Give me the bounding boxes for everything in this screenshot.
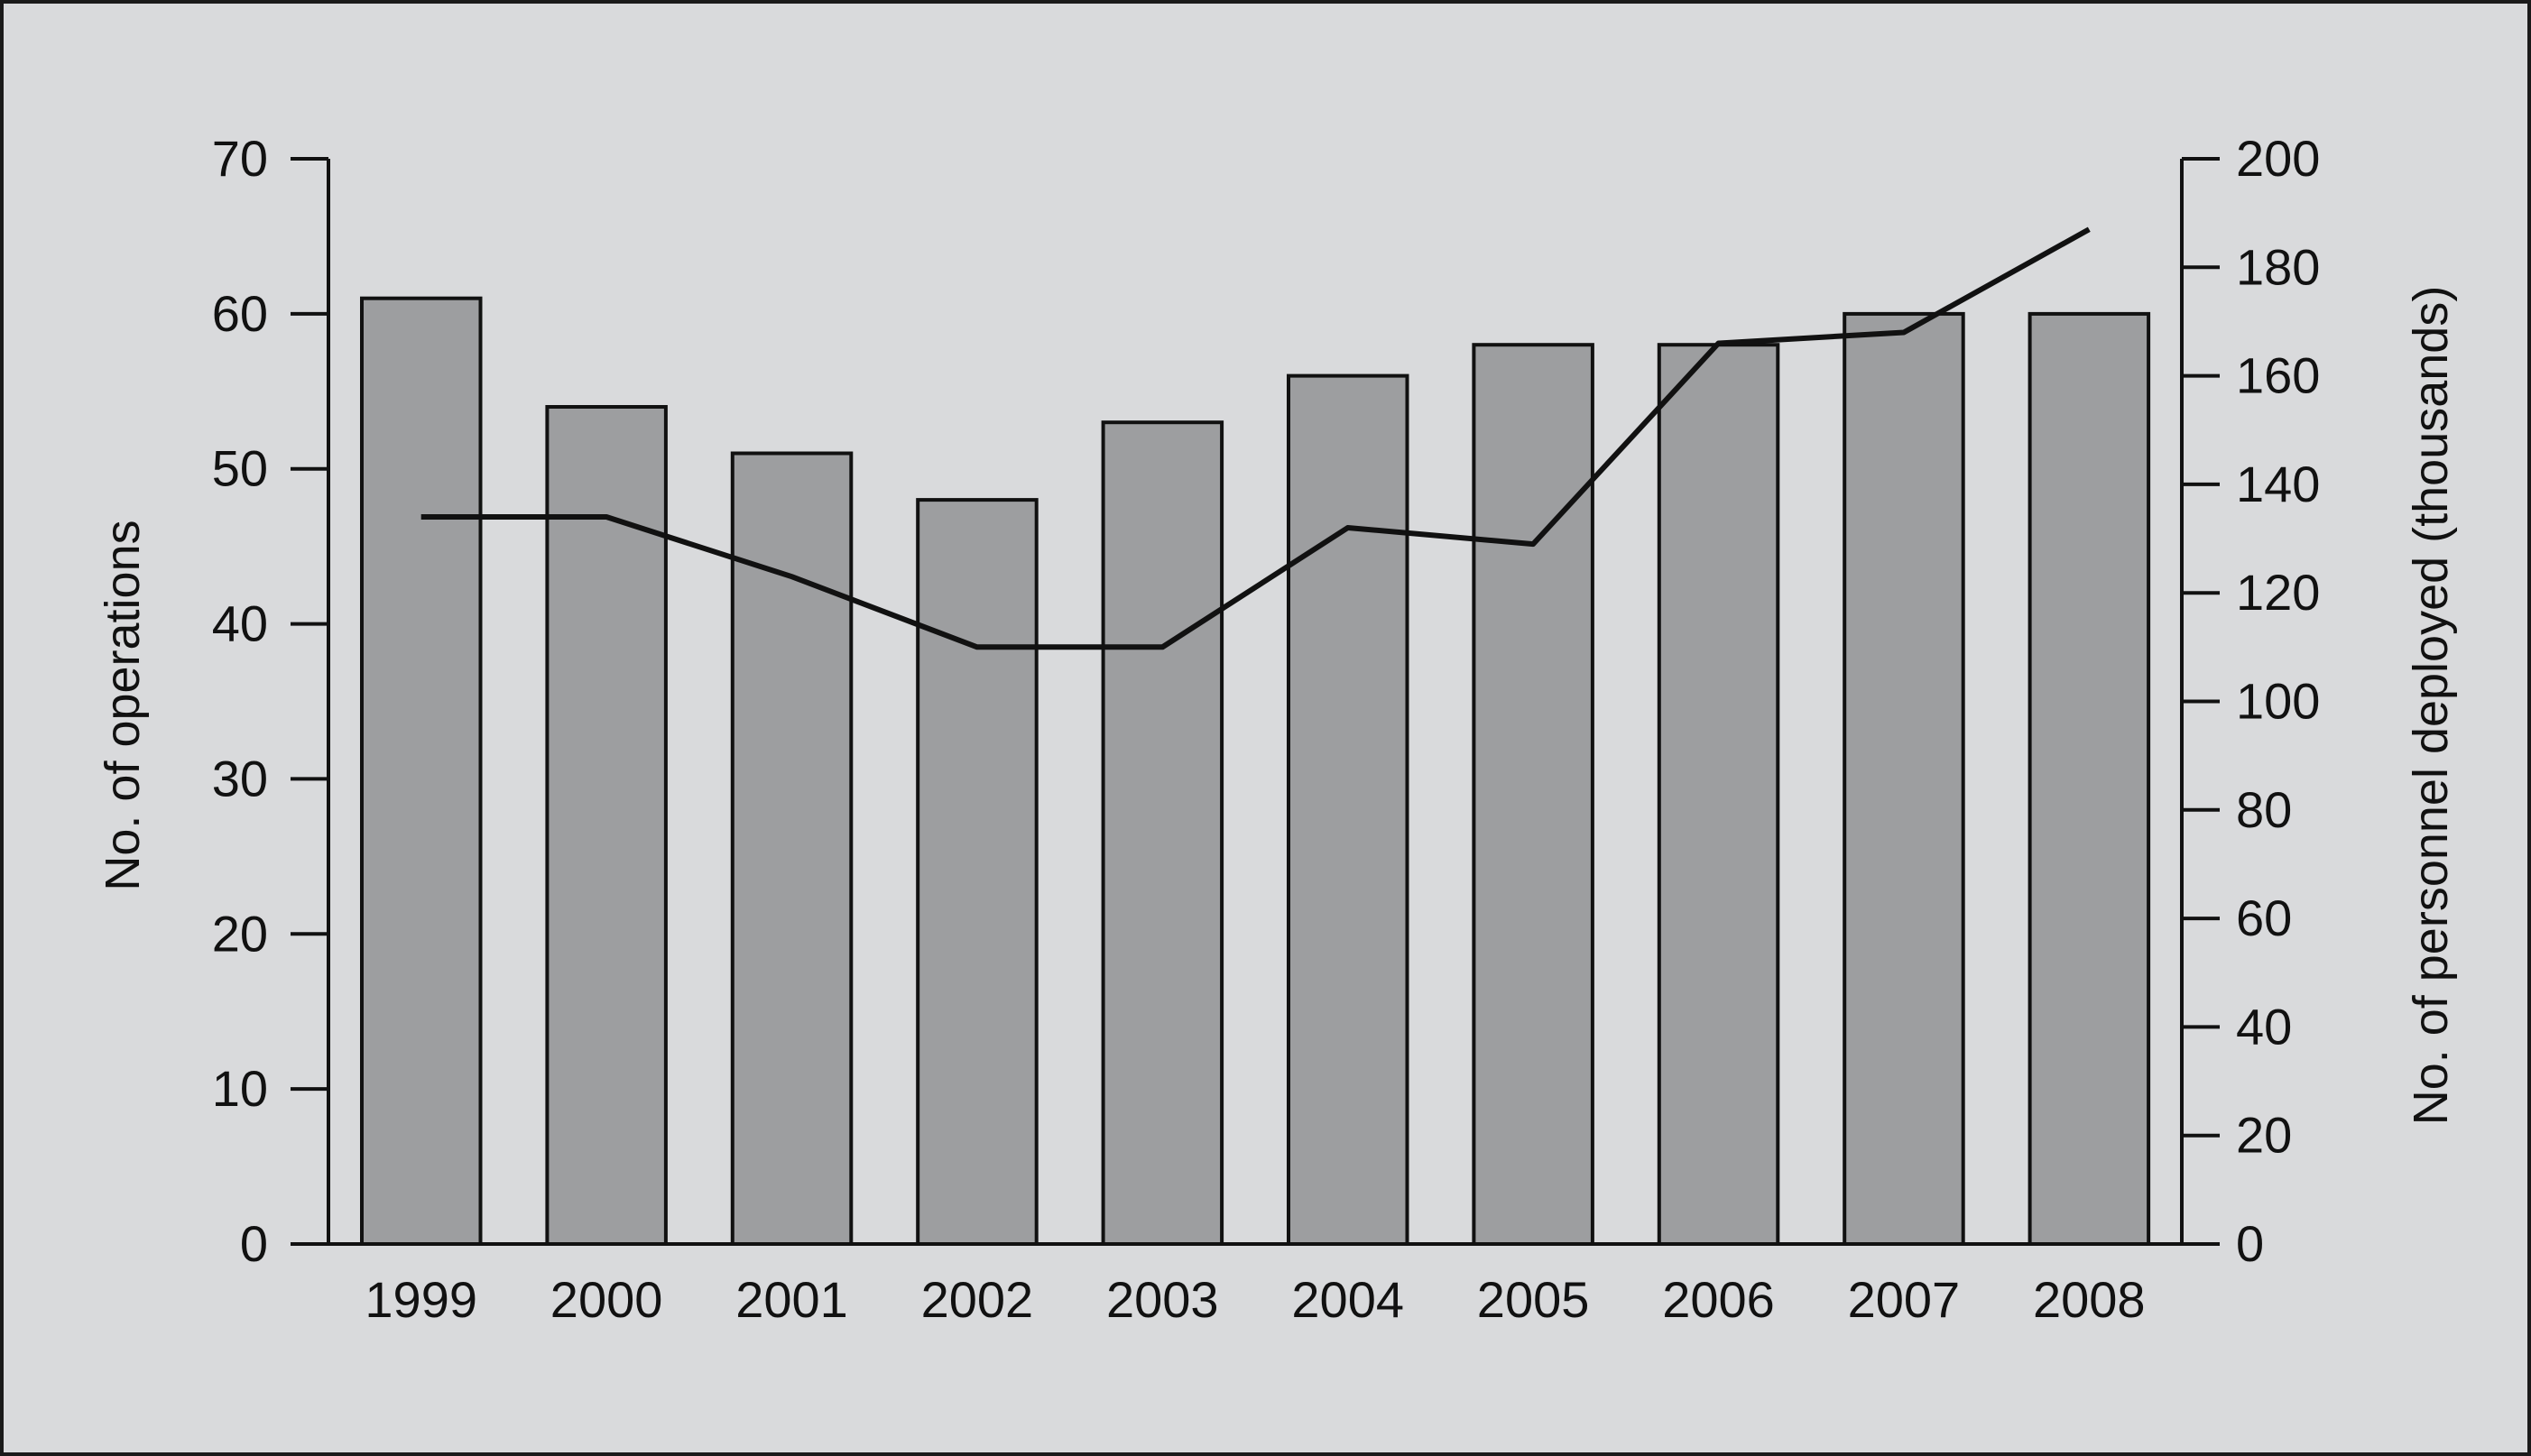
x-tick-label: 2005 xyxy=(1477,1271,1590,1328)
right-tick-label: 160 xyxy=(2236,347,2320,404)
x-tick-label: 2001 xyxy=(735,1271,848,1328)
x-tick-label: 2004 xyxy=(1291,1271,1404,1328)
line-series xyxy=(420,226,2091,650)
bar-2006 xyxy=(1657,343,1780,1246)
right-tick-label: 60 xyxy=(2236,889,2292,946)
bar-2001 xyxy=(730,451,854,1246)
bar-2002 xyxy=(916,498,1039,1246)
bar-1999 xyxy=(360,296,483,1247)
x-tick-label: 2007 xyxy=(1848,1271,1961,1328)
right-axis-ticks: 0 20 40 60 80 100 120 140 160 180 200 xyxy=(2182,130,2320,1272)
bar-2000 xyxy=(545,405,668,1246)
bar-2004 xyxy=(1287,373,1409,1247)
right-tick-label: 140 xyxy=(2236,456,2320,512)
right-tick-label: 100 xyxy=(2236,673,2320,730)
left-tick-label: 30 xyxy=(212,750,268,806)
left-tick-label: 70 xyxy=(212,130,268,187)
bar-2007 xyxy=(1843,311,1965,1246)
right-tick-label: 180 xyxy=(2236,238,2320,295)
right-tick-label: 40 xyxy=(2236,998,2292,1055)
right-axis-title: No. of personnel deployed (thousands) xyxy=(2404,286,2458,1126)
left-tick-label: 0 xyxy=(240,1215,268,1272)
x-tick-label: 2003 xyxy=(1106,1271,1219,1328)
x-tick-label: 2002 xyxy=(921,1271,1034,1328)
x-tick-label: 2008 xyxy=(2033,1271,2146,1328)
left-tick-label: 40 xyxy=(212,595,268,652)
right-tick-label: 80 xyxy=(2236,781,2292,838)
right-tick-label: 20 xyxy=(2236,1107,2292,1164)
bar-2008 xyxy=(2028,311,2151,1246)
x-tick-label: 1999 xyxy=(365,1271,477,1328)
right-tick-label: 200 xyxy=(2236,130,2320,187)
left-axis-ticks: 0 10 20 30 40 50 60 70 xyxy=(212,130,328,1272)
x-tick-label: 2006 xyxy=(1662,1271,1775,1328)
x-tick-label: 2000 xyxy=(550,1271,663,1328)
right-tick-label: 0 xyxy=(2236,1215,2264,1272)
left-tick-label: 10 xyxy=(212,1060,268,1117)
x-axis-ticks: 1999 2000 2001 2002 2003 2004 2005 2006 2007 2008 xyxy=(365,1271,2145,1328)
left-axis-title: No. of operations xyxy=(96,520,150,890)
left-tick-label: 60 xyxy=(212,285,268,342)
bar-2005 xyxy=(1472,343,1594,1246)
combo-chart: 0 10 20 30 40 50 60 70 0 20 40 60 80 100 120 140 160 180… xyxy=(96,130,2458,1328)
right-tick-label: 120 xyxy=(2236,564,2320,621)
bar-2003 xyxy=(1101,420,1224,1246)
personnel-line xyxy=(420,226,2091,650)
left-tick-label: 50 xyxy=(212,440,268,497)
left-tick-label: 20 xyxy=(212,905,268,962)
bar-series xyxy=(360,296,2151,1247)
